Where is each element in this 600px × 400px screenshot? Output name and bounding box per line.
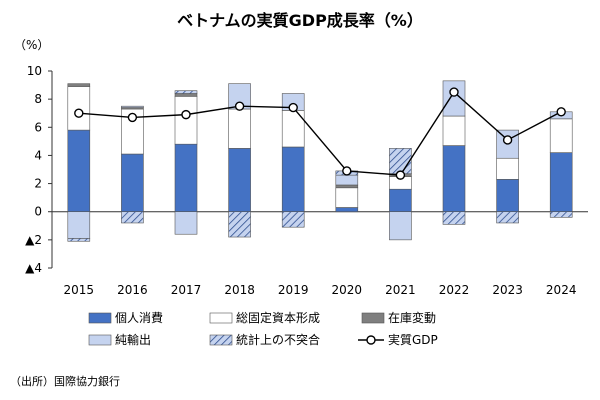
gdp-point	[502, 135, 513, 145]
legend-item: 実質GDP	[358, 332, 438, 347]
bar-segment	[335, 207, 359, 213]
bar-segment	[174, 96, 198, 145]
legend-label: 実質GDP	[388, 332, 438, 347]
bar-segment	[228, 211, 251, 238]
tick-labels: ▲4 ▲2 0 2 4 6 8 10 2015 2016 2017 2018 2019 2020 2021 2…	[25, 64, 576, 297]
x-tick-label: 2021	[385, 283, 416, 297]
bar-segment	[174, 211, 198, 235]
bar-segment	[67, 129, 91, 213]
bar-segment	[442, 145, 466, 213]
source-note: （出所）国際協力銀行	[10, 374, 120, 388]
y-tick-label: 0	[34, 205, 42, 219]
gdp-point	[234, 101, 245, 111]
bar-segment	[228, 148, 251, 213]
bar-segment	[389, 211, 412, 241]
gdp-point	[395, 170, 406, 180]
legend-item: 総固定資本形成	[209, 310, 320, 325]
legend-item: 在庫変動	[361, 310, 436, 325]
bar-segment	[281, 211, 305, 228]
legend-swatch	[361, 312, 385, 324]
x-tick-label: 2015	[64, 283, 95, 297]
bar-segment	[549, 211, 573, 218]
legend-swatch	[209, 334, 233, 346]
x-tick-label: 2017	[171, 283, 202, 297]
legend-label: 個人消費	[115, 310, 163, 325]
bar-segment	[67, 83, 91, 87]
x-tick-label: 2022	[439, 283, 470, 297]
legend-item: 統計上の不突合	[209, 332, 320, 347]
bar-segment	[67, 86, 91, 131]
x-tick-label: 2020	[332, 283, 363, 297]
y-tick-label: 2	[34, 177, 42, 191]
bar-segment	[281, 146, 305, 213]
legend-swatch	[88, 312, 112, 324]
legend-item: 純輸出	[88, 332, 151, 347]
x-tick-label: 2018	[224, 283, 255, 297]
bars	[67, 80, 573, 242]
bar-segment	[442, 115, 466, 146]
legend-label: 統計上の不突合	[236, 332, 320, 347]
gdp-point	[127, 112, 138, 123]
bar-segment	[174, 93, 198, 97]
bar-segment	[442, 80, 466, 117]
bar-segment	[67, 211, 91, 239]
x-tick-label: 2019	[278, 283, 309, 297]
y-axis-label: （%）	[14, 38, 49, 52]
bar-segment	[442, 211, 466, 225]
y-tick-label: 8	[34, 92, 42, 106]
bar-segment	[121, 211, 144, 224]
bar-segment	[174, 143, 198, 213]
legend-label: 純輸出	[115, 332, 151, 347]
legend-swatch	[88, 334, 112, 346]
bar-segment	[335, 174, 359, 186]
gdp-point	[181, 109, 191, 120]
legend-item: 個人消費	[88, 310, 163, 325]
bar-segment	[335, 187, 359, 208]
bar-segment	[389, 188, 412, 213]
y-tick-label: ▲4	[25, 261, 42, 275]
bar-segment	[549, 152, 573, 213]
gdp-line	[74, 87, 566, 180]
gdp-point	[288, 102, 298, 113]
bar-segment	[67, 238, 91, 242]
y-tick-label: 10	[27, 64, 42, 78]
gdp-point	[556, 107, 566, 117]
legend-marker	[366, 335, 376, 345]
legend-label: 在庫変動	[388, 310, 436, 325]
bar-segment	[496, 179, 519, 213]
legend-swatch	[209, 312, 233, 324]
bar-segment	[228, 108, 251, 149]
gdp-point	[449, 87, 459, 97]
bar-segment	[121, 105, 144, 108]
y-tick-label: 4	[34, 148, 42, 162]
bar-segment	[496, 211, 519, 224]
gdp-point	[74, 108, 84, 118]
bar-segment	[549, 118, 573, 153]
x-tick-label: 2016	[117, 283, 148, 297]
gdp-point	[342, 166, 352, 176]
bar-segment	[335, 184, 359, 189]
bar-segment	[389, 148, 412, 175]
x-tick-label: 2024	[546, 283, 577, 297]
y-tick-label: 6	[34, 120, 42, 134]
bar-segment	[174, 90, 198, 94]
y-tick-label: ▲2	[25, 233, 42, 247]
x-tick-label: 2023	[492, 283, 523, 297]
bar-segment	[496, 157, 519, 180]
gdp-line-path	[78, 91, 562, 176]
chart-title: ベトナムの実質GDP成長率（%）	[177, 11, 423, 30]
legend-label: 総固定資本形成	[236, 310, 320, 325]
bar-segment	[121, 153, 144, 213]
